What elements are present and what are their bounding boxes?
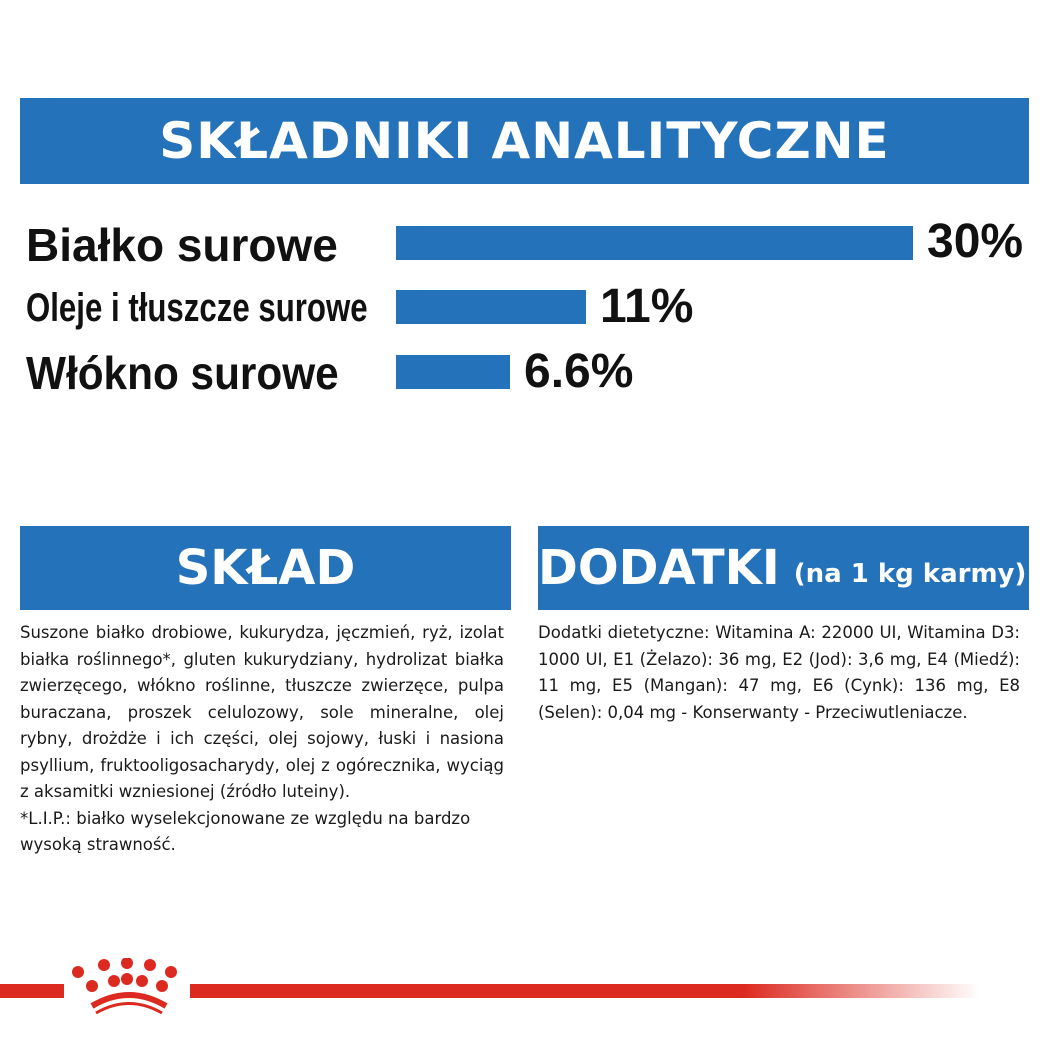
value-fibre: 6.6% [524,345,634,398]
bar-fibre [396,355,510,389]
dodatki-text: Dodatki dietetyczne: Witamina A: 22000 U… [538,623,1020,722]
dodatki-title: DODATKI [538,540,780,596]
red-line-left [0,984,64,998]
page-title: SKŁADNIKI ANALITYCZNE [20,98,1029,184]
dodatki-subtitle: (na 1 kg karmy) [793,559,1027,589]
royal-canin-crown-icon [72,958,177,1014]
value-fat: 11% [600,280,694,333]
sklad-header: SKŁAD [20,526,511,610]
bar-fat [396,290,586,324]
sklad-note: *L.I.P.: białko wyselekcjonowane ze wzgl… [20,808,471,855]
label-fibre: Włókno surowe [26,347,339,399]
bar-protein [396,226,913,260]
dodatki-header: DODATKI (na 1 kg karmy) [538,526,1029,610]
label-protein: Białko surowe [26,219,338,271]
label-fat: Oleje i tłuszcze surowe [26,286,368,330]
red-line-right [190,984,980,998]
sklad-ingredients: Suszone białko drobiowe, kukurydza, jęcz… [20,623,504,801]
sklad-text: Suszone białko drobiowe, kukurydza, jęcz… [20,620,504,859]
value-protein: 30% [927,215,1024,268]
